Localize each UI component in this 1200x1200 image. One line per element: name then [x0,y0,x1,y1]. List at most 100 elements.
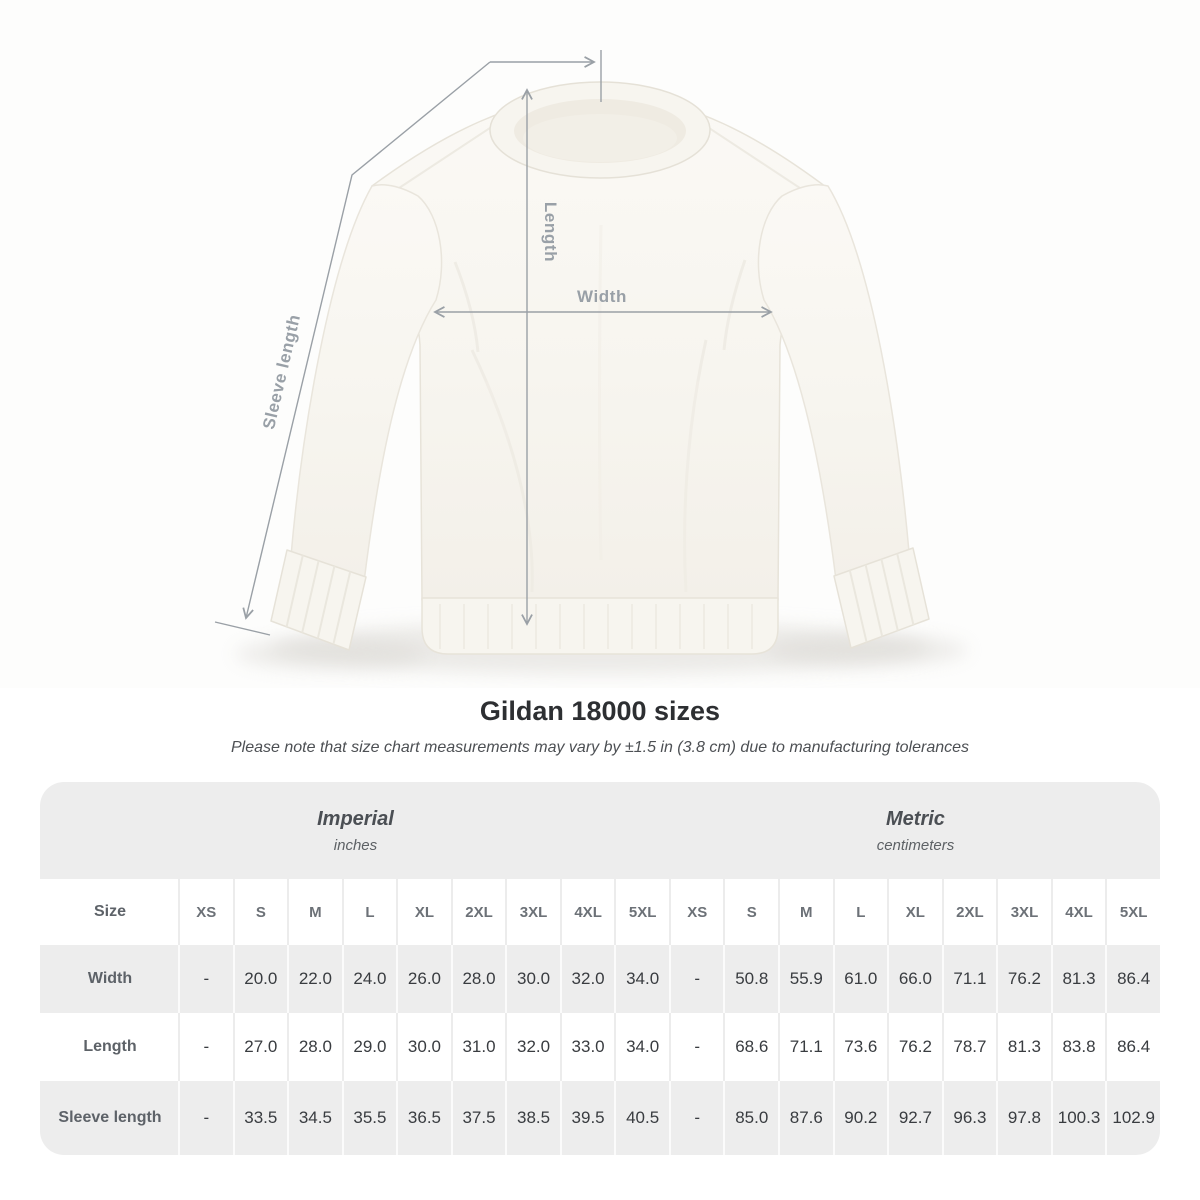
left-cuff-ribbing [285,555,352,645]
size-chart-table: Imperial inches Metric centimeters Size … [40,782,1160,1156]
value-cell: 87.6 [778,1081,833,1156]
value-cell: 22.0 [287,945,342,1014]
value-cell: 31.0 [450,1013,506,1082]
value-cell: 78.7 [941,1013,997,1082]
width-label: Width [577,287,627,306]
right-sleeve [757,184,910,581]
right-cuff-ribbing [848,553,915,643]
value-cell: 68.6 [723,1013,778,1082]
metric-subtitle: centimeters [876,836,955,854]
size-cell: 4XL [559,879,615,946]
fabric-folds [453,224,747,593]
imperial-header: Imperial inches [40,782,669,880]
value-cell: 28.0 [287,1013,342,1082]
row-label: Width [87,970,133,988]
value-cell: 36.5 [396,1081,451,1156]
value-cell: 34.0 [614,945,669,1014]
size-cell: 5XL [614,879,669,946]
value-cell: - [178,1013,233,1082]
value-cell: 34.5 [287,1081,342,1156]
metric-header: Metric centimeters [668,782,1160,880]
unit-header-row: Imperial inches Metric centimeters [40,782,1160,880]
size-cell: XL [887,879,942,946]
value-cell: 26.0 [396,945,451,1014]
value-cell: 34.0 [614,1013,669,1082]
value-cell: - [668,1081,724,1156]
value-cell: 85.0 [723,1081,778,1156]
value-cell: 81.3 [1050,945,1106,1014]
size-cell: XL [396,879,451,946]
size-cell: L [832,879,888,946]
sleeve-length-row: Sleeve length - 33.5 34.5 35.5 36.5 37.5… [40,1081,1160,1156]
product-photo-section: Length Width Sleeve length [214,50,968,674]
cuff-tick-line [214,621,271,636]
size-cell: XS [178,879,233,946]
size-cell: 3XL [996,879,1051,946]
value-cell: 86.4 [1105,945,1160,1014]
value-cell: 81.3 [996,1013,1051,1082]
collar [489,81,711,179]
value-cell: 24.0 [341,945,397,1014]
length-row: Length - 27.0 28.0 29.0 30.0 31.0 32.0 3… [40,1013,1160,1082]
value-cell: 83.8 [1050,1013,1106,1082]
value-cell: 30.0 [505,945,560,1014]
size-cell: 2XL [941,879,997,946]
imperial-subtitle: inches [333,836,378,854]
size-header-row: Size XS S M L XL 2XL 3XL 4XL 5XL XS S M … [40,879,1160,946]
size-column-header: Size [40,879,178,946]
value-cell: 33.0 [559,1013,615,1082]
value-cell: 97.8 [996,1081,1051,1156]
value-cell: 73.6 [832,1013,888,1082]
size-cell: 5XL [1105,879,1160,946]
size-cell: 2XL [450,879,506,946]
value-cell: 55.9 [778,945,833,1014]
value-cell: 40.5 [614,1081,669,1156]
value-cell: 39.5 [559,1081,615,1156]
value-cell: 86.4 [1105,1013,1160,1082]
value-cell: 35.5 [341,1081,397,1156]
value-cell: 90.2 [832,1081,888,1156]
value-cell: 92.7 [887,1081,942,1156]
value-cell: 66.0 [887,945,942,1014]
value-cell: 29.0 [341,1013,397,1082]
size-cell: S [232,879,288,946]
size-cell: M [778,879,833,946]
size-cell: 4XL [1050,879,1106,946]
value-cell: - [668,945,724,1014]
value-cell: 37.5 [450,1081,506,1156]
value-cell: - [178,1081,233,1156]
hem-band [421,597,779,655]
hem-ribbing [439,604,753,649]
value-cell: 32.0 [505,1013,560,1082]
size-cell: S [723,879,779,946]
size-cell: L [341,879,397,946]
length-label: Length [541,202,560,262]
measurement-annotations [214,50,773,636]
value-cell: 71.1 [941,945,997,1014]
value-cell: 28.0 [450,945,506,1014]
left-cuff [270,549,367,651]
value-cell: - [668,1013,724,1082]
row-label: Sleeve length [58,1109,162,1127]
page-title: Gildan 18000 sizes [479,696,721,726]
value-cell: 100.3 [1050,1081,1106,1156]
width-row: Width - 20.0 22.0 24.0 26.0 28.0 30.0 32… [40,945,1160,1014]
left-sleeve [290,184,443,583]
imperial-title: Imperial [317,807,394,830]
value-cell: 30.0 [396,1013,451,1082]
right-cuff [833,547,930,649]
size-cell: M [287,879,342,946]
metric-title: Metric [886,807,945,830]
tolerance-note: Please note that size chart measurements… [230,739,970,757]
value-cell: 20.0 [232,945,288,1014]
value-cell: 27.0 [232,1013,288,1082]
shoulder-seams [389,119,813,197]
row-label: Length [83,1038,137,1056]
value-cell: 38.5 [505,1081,560,1156]
value-cell: - [178,945,233,1014]
sweatshirt [270,81,930,655]
size-cell: 3XL [505,879,560,946]
sleeve-length-line [242,61,491,620]
value-cell: 76.2 [996,945,1051,1014]
value-cell: 32.0 [559,945,615,1014]
